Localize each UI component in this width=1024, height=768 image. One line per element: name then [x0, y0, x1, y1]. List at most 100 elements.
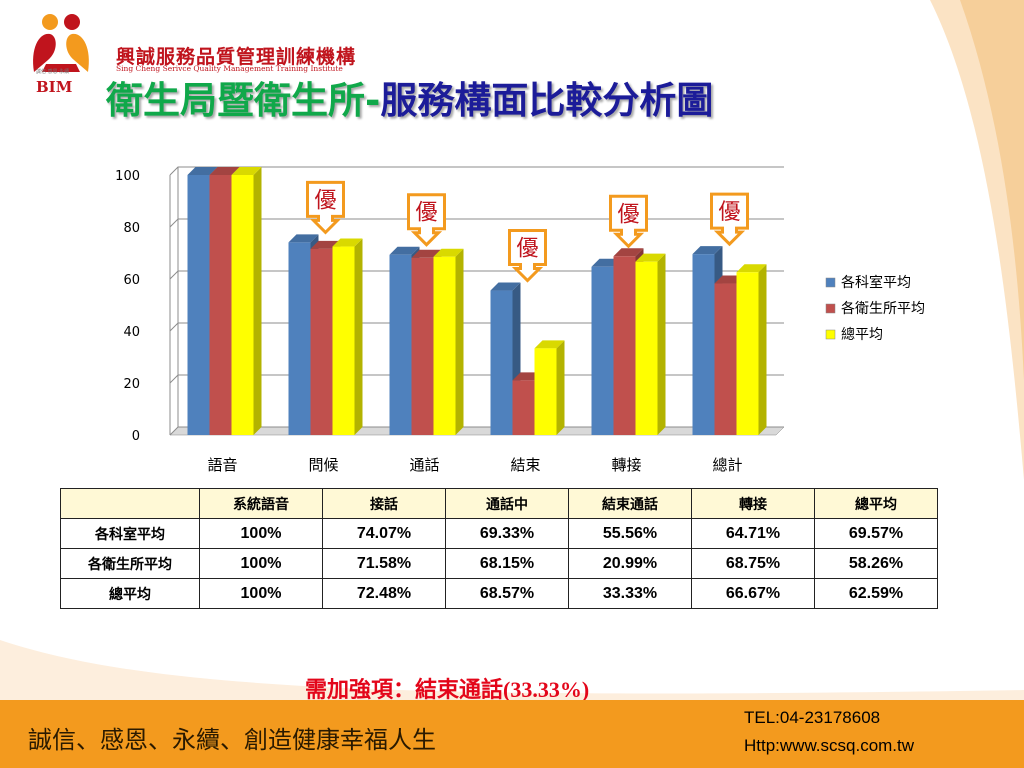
callout-arrow: [407, 193, 446, 247]
bar: [692, 254, 715, 435]
table-cell: 71.58%: [322, 548, 446, 579]
bar-top: [635, 253, 666, 262]
callout-arrow: [306, 180, 345, 235]
logo-name-en: Sing Cheng Serivce Quality Management Tr…: [116, 64, 343, 73]
table-row-label: 各科室平均: [60, 518, 200, 549]
bar: [332, 246, 355, 435]
table-cell: 68.15%: [445, 548, 569, 579]
bar: [714, 283, 737, 435]
bar-top: [433, 248, 464, 257]
table-cell: 100%: [199, 518, 323, 549]
legend-swatch: [825, 329, 836, 340]
callout-label: 優: [617, 202, 639, 227]
legend-label: 總平均: [841, 326, 883, 343]
bar: [512, 380, 535, 435]
bar-top: [613, 248, 644, 257]
plot-wall: [170, 167, 784, 435]
logo-name-cn: 興誠服務品質管理訓練機構: [116, 46, 357, 68]
callout-label: 優: [516, 237, 538, 262]
bar: [187, 175, 210, 435]
table-row: 各科室平均 100% 74.07% 69.33% 55.56% 64.71% 6…: [60, 518, 938, 549]
table-header-cell: 轉接: [691, 488, 815, 519]
table-cell: 69.33%: [445, 518, 569, 549]
callout-arrow: [710, 192, 749, 247]
table-cell: 100%: [199, 548, 323, 579]
bar-top: [209, 167, 240, 175]
bar-side: [657, 253, 666, 435]
improvement-note: 需加強項：結束通話(33.33%): [305, 672, 589, 704]
bar: [389, 254, 412, 435]
bar-top: [332, 238, 363, 247]
callout-label: 優: [415, 201, 437, 226]
legend-swatch: [825, 277, 836, 288]
data-table: 系統語音 接話 通話中 結束通話 轉接 總平均 各科室平均 100% 74.07…: [60, 488, 938, 609]
bar-top: [490, 282, 521, 291]
bar-side: [556, 340, 565, 435]
callout-arrow: [609, 194, 648, 249]
table-cell: 55.56%: [568, 518, 692, 549]
logo-abbr: BIM: [36, 78, 73, 96]
x-tick-label: 轉接: [611, 456, 641, 474]
x-tick-label: 語音: [207, 456, 237, 474]
table-header-cell: 系統語音: [199, 488, 323, 519]
callout-label: 優: [718, 200, 740, 225]
bar-top: [736, 264, 767, 273]
bar-top: [534, 340, 565, 349]
bar-side: [758, 264, 767, 435]
title-dash: -: [365, 79, 381, 122]
y-tick-label: 80: [123, 221, 140, 236]
bar: [635, 261, 658, 435]
table-cell: 58.26%: [814, 548, 938, 579]
table-row: 總平均 100% 72.48% 68.57% 33.33% 66.67% 62.…: [60, 578, 938, 609]
callout-arrow: [508, 229, 547, 283]
table-cell: 72.48%: [322, 578, 446, 609]
table-cell: 20.99%: [568, 548, 692, 579]
bar-top: [389, 246, 420, 255]
bar: [613, 256, 636, 435]
x-tick-label: 總計: [712, 456, 742, 474]
y-tick-label: 100: [115, 169, 140, 184]
page-title: 衛生局暨衛生所-服務構面比較分析圖: [106, 70, 713, 124]
table-cell: 69.57%: [814, 518, 938, 549]
footer-url: Http:www.scsq.com.tw: [744, 736, 915, 755]
x-tick-label: 問候: [308, 456, 338, 474]
bar-side: [354, 238, 363, 435]
bar: [736, 272, 759, 435]
y-tick-label: 0: [132, 429, 140, 444]
bar: [591, 266, 614, 435]
table-cell: 74.07%: [322, 518, 446, 549]
callout-label: 優: [314, 188, 336, 213]
y-tick-label: 60: [123, 273, 140, 288]
bar-side: [253, 167, 262, 435]
footer-tel: TEL:04-23178608: [744, 708, 881, 727]
y-tick-label: 20: [123, 377, 140, 392]
table-row-label: 總平均: [60, 578, 200, 609]
x-tick-label: 結束: [510, 456, 540, 474]
table-header-row: 系統語音 接話 通話中 結束通話 轉接 總平均: [60, 488, 938, 519]
bar-top: [288, 234, 319, 243]
table-header-cell: 結束通話: [568, 488, 692, 519]
table-cell: 33.33%: [568, 578, 692, 609]
note-label: 需加強項：結束通話: [305, 678, 504, 703]
bar: [231, 175, 254, 435]
table-header-cell: 總平均: [814, 488, 938, 519]
table-row: 各衛生所平均 100% 71.58% 68.15% 20.99% 68.75% …: [60, 548, 938, 579]
bar-top: [411, 249, 442, 258]
table-header-cell: [60, 488, 200, 519]
plot-floor: [169, 426, 785, 436]
logo-tagline: 誠信‧感恩‧永續: [36, 69, 70, 75]
note-value: (33.33%): [503, 677, 590, 702]
table-header-cell: 通話中: [445, 488, 569, 519]
bar-side: [455, 248, 464, 435]
table-cell: 66.67%: [691, 578, 815, 609]
legend-swatch: [825, 303, 836, 314]
bar: [490, 290, 513, 435]
bar-top: [692, 246, 723, 255]
title-part1: 衛生局暨衛生所: [106, 79, 365, 122]
bar: [433, 256, 456, 435]
legend-label: 各科室平均: [841, 274, 911, 291]
bar: [209, 175, 232, 435]
logo-mark-icon: [33, 14, 89, 72]
